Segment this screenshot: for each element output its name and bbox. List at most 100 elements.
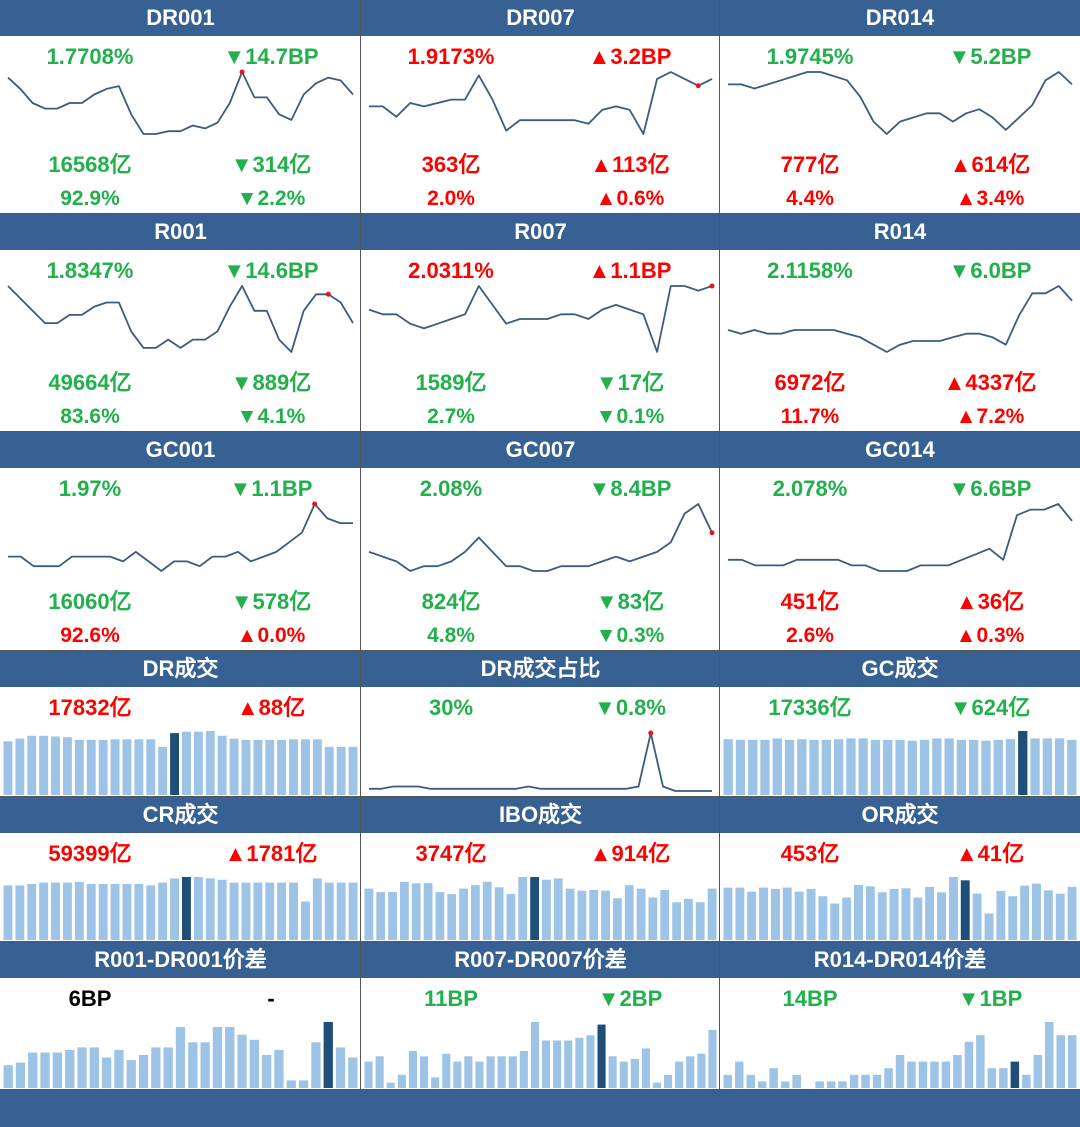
max-point-marker xyxy=(239,69,245,75)
bar xyxy=(1067,886,1077,940)
bar xyxy=(98,884,108,940)
summary-value: 11BP xyxy=(424,986,478,1011)
bar xyxy=(630,1059,639,1088)
bar xyxy=(312,878,322,940)
row-divider xyxy=(0,431,1080,432)
bar xyxy=(453,1061,462,1088)
series-line xyxy=(369,732,712,792)
bar xyxy=(110,739,120,795)
bar xyxy=(565,888,575,940)
bar xyxy=(883,739,893,795)
summary-value: 3747亿 xyxy=(415,841,487,866)
row-divider xyxy=(0,1089,1080,1090)
bar xyxy=(937,892,946,940)
bar xyxy=(205,731,215,795)
line-chart xyxy=(7,69,354,135)
column-divider xyxy=(719,0,720,1090)
share-value: 2.6% xyxy=(786,624,834,647)
bar xyxy=(981,740,991,795)
bar xyxy=(364,888,374,940)
bar xyxy=(858,738,868,795)
bar xyxy=(806,888,816,940)
share-change: ▲0.3% xyxy=(955,624,1025,647)
bar xyxy=(838,1081,847,1088)
panel-title: R001 xyxy=(0,214,361,250)
bar-latest xyxy=(170,733,179,795)
bar xyxy=(249,1039,259,1088)
bar xyxy=(735,887,745,940)
bar xyxy=(1022,1074,1031,1088)
bar xyxy=(849,1074,859,1088)
bar xyxy=(846,738,856,795)
bar xyxy=(907,1061,916,1088)
bar-chart xyxy=(364,1022,717,1088)
bar xyxy=(530,1022,539,1088)
bar xyxy=(589,890,599,940)
volume-value: 16568亿 xyxy=(48,152,132,177)
rate-value: 2.1158% xyxy=(767,258,853,283)
bar xyxy=(237,1034,247,1088)
bar xyxy=(895,739,905,795)
bar xyxy=(15,885,25,940)
rate-change: ▲3.2BP xyxy=(588,44,672,69)
series-line xyxy=(368,503,713,572)
rate-change: ▲1.1BP xyxy=(588,258,672,283)
series-line xyxy=(7,285,354,353)
bar xyxy=(660,890,670,940)
bar xyxy=(613,898,622,940)
bar xyxy=(324,882,334,940)
bar xyxy=(815,1081,824,1088)
bar xyxy=(114,1049,124,1088)
bar xyxy=(953,1055,962,1088)
bar xyxy=(397,1074,406,1088)
line-chart xyxy=(7,285,354,353)
bar-latest xyxy=(960,880,970,940)
bar xyxy=(664,1074,673,1088)
series-line xyxy=(8,503,353,572)
bar xyxy=(471,885,480,940)
max-point-marker xyxy=(709,530,715,536)
bar xyxy=(648,897,658,940)
panel-title: IBO成交 xyxy=(361,797,720,833)
panel-r007-dr007价差: R007-DR007价差 11BP ▼2BP xyxy=(361,942,720,1090)
bar-latest xyxy=(182,877,191,940)
bar xyxy=(408,1051,417,1088)
bar xyxy=(170,878,179,940)
bar xyxy=(3,741,13,795)
summary-value: 59399亿 xyxy=(48,841,132,866)
bar xyxy=(494,887,504,940)
bar xyxy=(686,1056,695,1088)
bar xyxy=(784,739,795,795)
bar xyxy=(877,892,887,940)
bar xyxy=(1054,738,1065,795)
bar xyxy=(932,738,942,795)
bar xyxy=(672,902,681,940)
share-value: 92.9% xyxy=(60,187,120,210)
share-value: 4.4% xyxy=(786,187,834,210)
volume-value: 451亿 xyxy=(780,589,840,614)
bar xyxy=(74,739,84,795)
bar xyxy=(459,888,468,940)
bar xyxy=(996,890,1006,940)
volume-change: ▲614亿 xyxy=(949,152,1031,177)
bar xyxy=(746,1074,755,1088)
bar xyxy=(508,1056,517,1088)
bar xyxy=(86,884,96,940)
bar xyxy=(861,1074,870,1088)
summary-change: ▲88亿 xyxy=(236,695,306,720)
rate-change: ▼14.6BP xyxy=(223,258,319,283)
bar xyxy=(723,887,733,940)
bar xyxy=(335,1047,346,1088)
bar xyxy=(1042,738,1052,795)
bar xyxy=(312,739,322,795)
panel-title: OR成交 xyxy=(720,797,1080,833)
panel-title: CR成交 xyxy=(0,797,361,833)
line-chart xyxy=(728,503,1073,572)
bar xyxy=(324,746,334,795)
bar xyxy=(636,888,646,940)
bar xyxy=(695,902,705,940)
bar xyxy=(241,739,251,795)
panel-title: GC014 xyxy=(720,432,1080,468)
bar xyxy=(972,893,982,940)
bar xyxy=(265,739,275,795)
